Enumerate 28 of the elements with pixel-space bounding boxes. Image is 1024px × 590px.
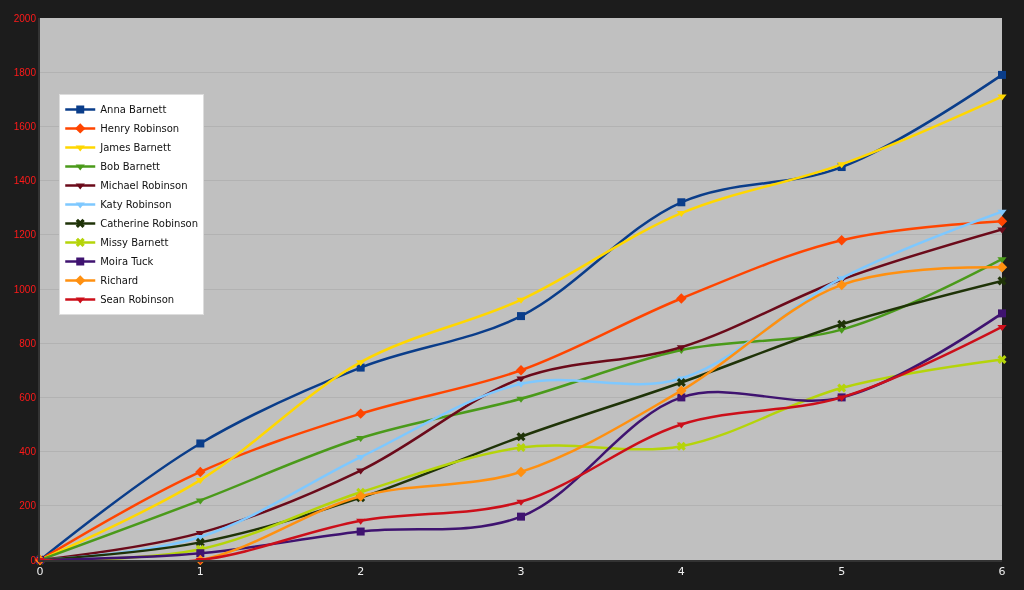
y-tick-label: 2000 <box>13 12 37 24</box>
x-tick-label: 1 <box>196 565 204 579</box>
x-tick-label: 5 <box>838 565 846 579</box>
y-tick-label: 1800 <box>13 66 37 78</box>
x-tick-label: 6 <box>998 565 1006 579</box>
legend-label: Bob Barnett <box>100 161 161 173</box>
legend-label: Katy Robinson <box>100 199 172 211</box>
legend-label: Sean Robinson <box>100 294 175 306</box>
y-tick-label: 1400 <box>13 175 37 187</box>
legend-label: Moira Tuck <box>100 256 154 268</box>
y-tick-label: 200 <box>19 500 37 512</box>
y-tick-label: 1200 <box>13 229 37 241</box>
legend-label: Richard <box>100 275 139 287</box>
y-tick-label: 800 <box>19 337 37 349</box>
legend-label: James Barnett <box>99 142 171 154</box>
legend-label: Catherine Robinson <box>100 218 199 230</box>
y-tick-label: 1000 <box>13 283 37 295</box>
y-tick-label: 0 <box>30 554 37 566</box>
x-tick-label: 4 <box>677 565 685 579</box>
legend-label: Michael Robinson <box>100 180 188 192</box>
legend-label: Henry Robinson <box>100 123 180 135</box>
legend-label: Missy Barnett <box>100 237 169 249</box>
x-tick-label: 2 <box>357 565 365 579</box>
y-tick-label: 400 <box>19 446 37 458</box>
legend-label: Anna Barnett <box>100 104 167 116</box>
y-tick-label: 1600 <box>13 120 37 132</box>
y-tick-label: 600 <box>19 391 37 403</box>
x-tick-label: 3 <box>517 565 525 579</box>
